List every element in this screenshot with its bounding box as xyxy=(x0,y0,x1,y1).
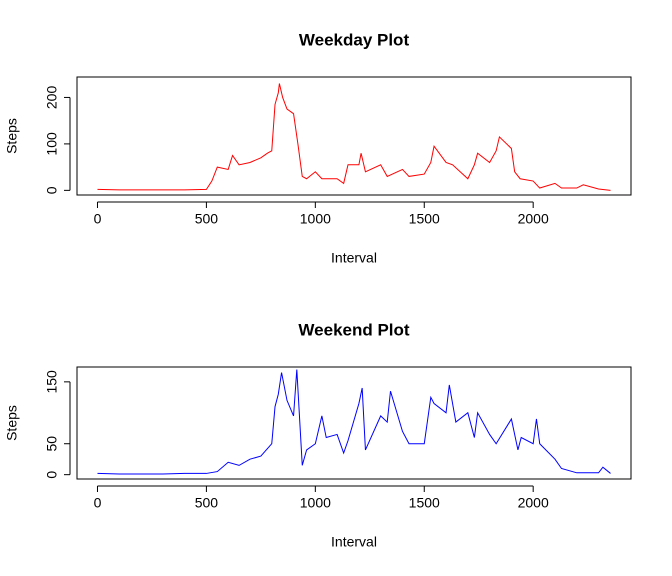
x-tick-label: 500 xyxy=(195,495,219,511)
x-tick-label: 1000 xyxy=(300,211,331,227)
x-tick-label: 2000 xyxy=(518,495,549,511)
x-tick-label: 500 xyxy=(195,211,219,227)
x-tick-label: 2000 xyxy=(518,211,549,227)
y-tick-label: 150 xyxy=(44,370,60,394)
chart-title: Weekend Plot xyxy=(298,320,409,339)
y-tick-label: 50 xyxy=(44,436,60,452)
y-tick-label: 0 xyxy=(44,471,60,479)
y-axis-label: Steps xyxy=(4,118,20,154)
x-tick-label: 0 xyxy=(94,211,102,227)
y-tick-label: 100 xyxy=(44,132,60,156)
data-line xyxy=(97,83,611,191)
y-axis-label: Steps xyxy=(4,405,20,441)
x-tick-label: 1500 xyxy=(409,211,440,227)
y-tick-label: 200 xyxy=(44,86,60,110)
plot-box xyxy=(76,76,632,196)
x-axis-label: Interval xyxy=(331,250,377,266)
data-line xyxy=(97,369,611,475)
x-tick-label: 1000 xyxy=(300,495,331,511)
plot-box xyxy=(76,366,632,480)
y-tick-label: 0 xyxy=(44,186,60,194)
x-axis-label: Interval xyxy=(331,534,377,550)
x-tick-label: 0 xyxy=(94,495,102,511)
x-tick-label: 1500 xyxy=(409,495,440,511)
chart-title: Weekday Plot xyxy=(299,30,410,49)
